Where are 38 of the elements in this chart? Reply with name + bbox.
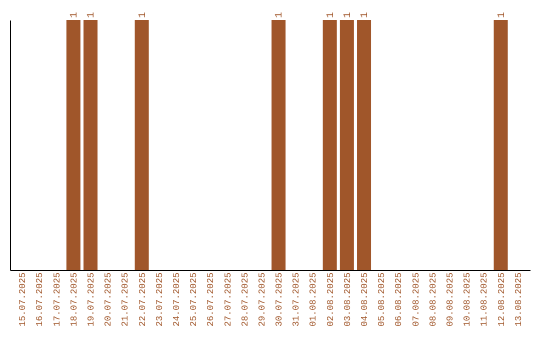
data-label: 1 bbox=[496, 12, 508, 18]
x-tick-label: 23.07.2025 bbox=[154, 272, 165, 327]
x-tick-label: 30.07.2025 bbox=[274, 272, 285, 327]
x-tick-label: 08.08.2025 bbox=[428, 272, 438, 327]
data-label: 1 bbox=[326, 12, 337, 18]
x-tick-label: 10.08.2025 bbox=[462, 272, 473, 327]
x-tick-label: 18.07.2025 bbox=[69, 272, 80, 327]
x-tick-label: 29.07.2025 bbox=[257, 272, 268, 327]
x-tick-label: 13.08.2025 bbox=[514, 272, 524, 327]
data-label: 1 bbox=[69, 12, 80, 18]
x-tick-label: 11.08.2025 bbox=[480, 272, 490, 327]
x-tick-label: 19.07.2025 bbox=[86, 272, 97, 327]
x-tick-label: 07.08.2025 bbox=[411, 272, 422, 327]
x-tick-label: 16.07.2025 bbox=[35, 272, 46, 327]
x-tick-label: 04.08.2025 bbox=[360, 272, 370, 327]
x-tick-label: 03.08.2025 bbox=[342, 272, 353, 327]
x-tick-label: 24.07.2025 bbox=[172, 272, 182, 327]
data-label: 1 bbox=[138, 12, 149, 18]
x-tick-label: 01.08.2025 bbox=[308, 272, 319, 327]
x-tick-label: 02.08.2025 bbox=[326, 272, 336, 327]
x-tick-label: 27.07.2025 bbox=[223, 272, 234, 327]
x-tick-label: 15.07.2025 bbox=[18, 272, 28, 327]
data-label: 1 bbox=[274, 12, 286, 18]
x-tick-label: 21.07.2025 bbox=[120, 272, 131, 327]
x-tick-label: 26.07.2025 bbox=[206, 272, 216, 327]
x-tick-label: 06.08.2025 bbox=[394, 272, 404, 327]
x-tick-label: 31.07.2025 bbox=[292, 272, 302, 327]
x-tick-label: 28.07.2025 bbox=[240, 272, 250, 327]
x-tick-label: 09.08.2025 bbox=[445, 272, 456, 327]
x-tick-label: 05.08.2025 bbox=[377, 272, 388, 327]
x-tick-label: 22.07.2025 bbox=[138, 272, 148, 327]
data-label: 1 bbox=[342, 12, 354, 18]
x-tick-label: 25.07.2025 bbox=[189, 272, 200, 327]
data-label: 1 bbox=[86, 12, 98, 18]
x-tick-label: 17.07.2025 bbox=[52, 272, 62, 327]
x-tick-label: 12.08.2025 bbox=[496, 272, 507, 327]
x-tick-label: 20.07.2025 bbox=[104, 272, 114, 327]
data-label: 1 bbox=[360, 12, 372, 18]
